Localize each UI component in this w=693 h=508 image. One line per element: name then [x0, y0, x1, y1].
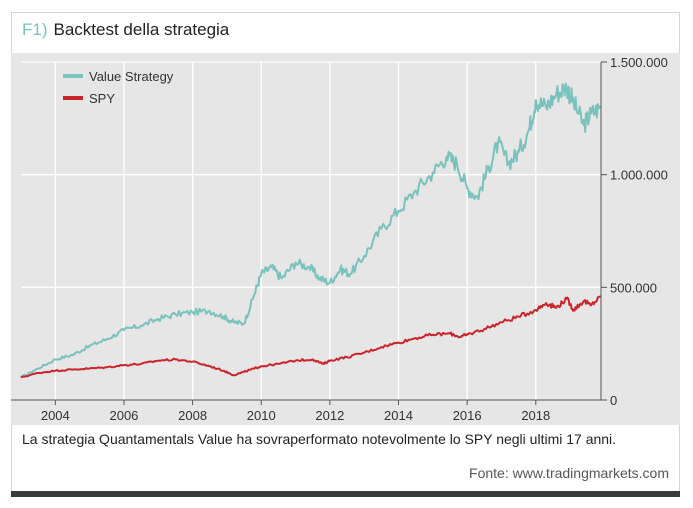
x-tick-label: 2006 [109, 408, 138, 423]
y-tick-label: 0 [610, 393, 617, 408]
x-tick-label: 2014 [384, 408, 413, 423]
x-tick-label: 2016 [453, 408, 482, 423]
axes: 2004 2006 2008 2010 2012 2014 2016 2018 0 500.000… [11, 55, 668, 423]
figure-title: F1) Backtest della strategia [22, 20, 229, 40]
line-chart: 2004 2006 2008 2010 2012 2014 2016 2018 0 500.000… [11, 55, 668, 423]
figure-caption: La strategia Quantamentals Value ha sovr… [22, 431, 617, 447]
bottom-rule [11, 491, 680, 497]
y-tick-label: 1.000.000 [610, 168, 668, 183]
x-tick-label: 2004 [41, 408, 70, 423]
x-tick-label: 2010 [247, 408, 276, 423]
legend-label: SPY [89, 91, 115, 106]
series-lines [20, 82, 602, 379]
legend: Value Strategy SPY [63, 69, 174, 106]
series-line-spy [20, 295, 602, 379]
series-line-value-strategy [20, 82, 602, 379]
figure-tag: F1) [22, 20, 48, 39]
chart-panel: 2004 2006 2008 2010 2012 2014 2016 2018 0 500.000… [11, 53, 680, 425]
x-tick-label: 2018 [521, 408, 550, 423]
y-tick-label: 500.000 [610, 280, 657, 295]
grid [21, 61, 601, 400]
legend-label: Value Strategy [89, 69, 174, 84]
figure-title-text: Backtest della strategia [53, 20, 230, 39]
x-tick-label: 2012 [315, 408, 344, 423]
y-tick-label: 1.500.000 [610, 55, 668, 70]
source-credit: Fonte: www.tradingmarkets.com [469, 465, 669, 481]
x-tick-label: 2008 [178, 408, 207, 423]
